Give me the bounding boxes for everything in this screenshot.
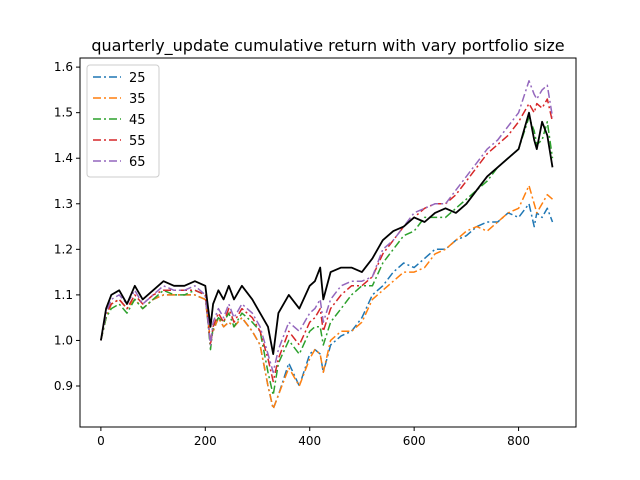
x-tick-label: 400 (298, 434, 321, 448)
x-axis: 0 200 400 600 800 (97, 427, 530, 448)
y-tick-label: 1.6 (54, 60, 73, 74)
legend: 25 35 45 55 65 (86, 64, 160, 178)
y-axis: 0.9 1.0 1.1 1.2 1.3 1.4 1.5 1.6 (54, 60, 80, 393)
series-line-65 (100, 80, 554, 374)
series-lines (100, 80, 554, 410)
legend-box (86, 64, 160, 178)
y-tick-label: 1.1 (54, 288, 73, 302)
plot-frame (79, 57, 577, 428)
y-tick-label: 0.9 (54, 379, 73, 393)
series-line-45 (100, 116, 554, 396)
legend-label-45: 45 (129, 113, 146, 128)
series-line-35 (100, 184, 553, 410)
legend-label-55: 55 (129, 134, 146, 149)
chart-title: quarterly_update cumulative return with … (91, 36, 564, 56)
legend-label-25: 25 (129, 71, 146, 86)
y-tick-label: 1.3 (54, 197, 73, 211)
series-line-black (100, 111, 554, 356)
y-tick-label: 1.4 (54, 151, 73, 165)
x-tick-label: 0 (97, 434, 105, 448)
x-tick-label: 800 (507, 434, 530, 448)
y-tick-label: 1.2 (54, 242, 73, 256)
legend-label-35: 35 (129, 92, 146, 107)
y-tick-label: 1.0 (54, 333, 73, 347)
x-tick-label: 600 (403, 434, 426, 448)
x-tick-label: 200 (194, 434, 217, 448)
y-tick-label: 1.5 (54, 106, 73, 120)
legend-label-65: 65 (129, 155, 146, 170)
